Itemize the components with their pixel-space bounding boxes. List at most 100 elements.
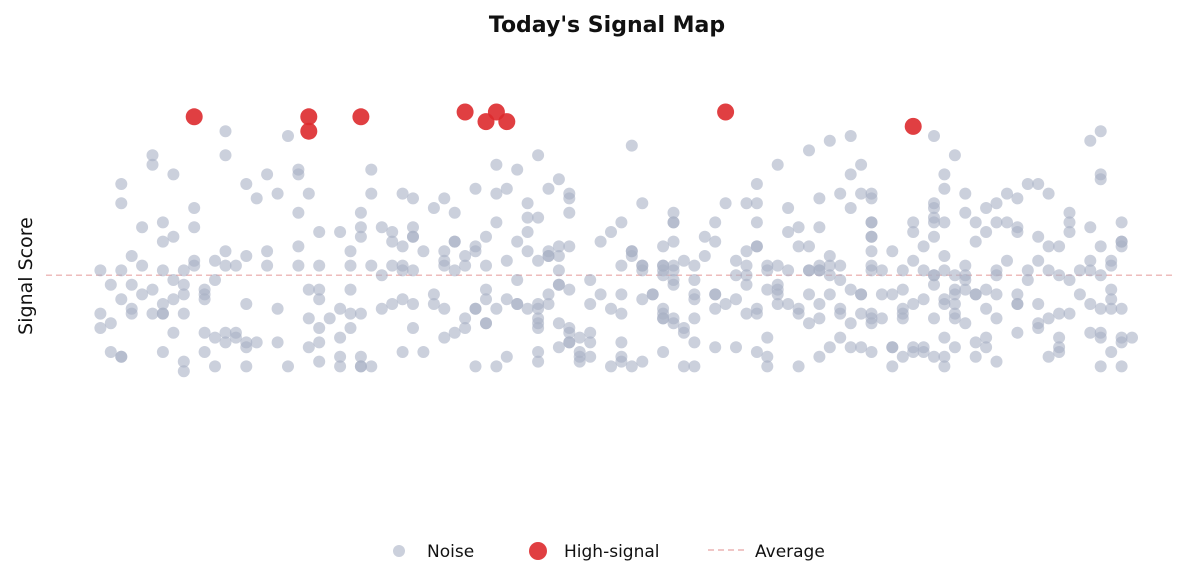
noise-point	[323, 312, 336, 325]
noise-point	[969, 216, 982, 229]
noise-point	[1105, 259, 1118, 272]
noise-point	[448, 264, 461, 277]
noise-point	[803, 317, 815, 330]
noise-point	[334, 350, 347, 363]
noise-point	[709, 302, 722, 315]
noise-point	[156, 307, 169, 320]
noise-point	[209, 274, 221, 286]
noise-point	[177, 278, 190, 291]
noise-point	[980, 226, 993, 238]
noise-point	[938, 331, 951, 344]
noise-point	[552, 173, 565, 186]
noise-point	[688, 274, 701, 286]
legend-noise-label: Noise	[427, 542, 474, 562]
noise-point	[511, 163, 524, 176]
noise-point	[271, 302, 284, 315]
noise-point	[500, 254, 513, 267]
noise-point	[938, 250, 951, 262]
noise-point	[677, 326, 690, 339]
noise-point	[740, 307, 753, 320]
noise-point	[500, 182, 513, 195]
noise-point	[500, 293, 513, 306]
noise-point	[167, 168, 180, 181]
noise-point	[292, 206, 305, 219]
legend-average-label: Average	[755, 542, 825, 562]
noise-point	[959, 206, 972, 219]
noise-point	[396, 346, 409, 358]
noise-point	[823, 259, 836, 272]
noise-point	[605, 302, 617, 315]
noise-point	[750, 346, 763, 358]
noise-point	[615, 216, 628, 229]
noise-point	[719, 197, 732, 210]
noise-point	[1063, 206, 1076, 219]
noise-point	[136, 259, 149, 272]
noise-point	[823, 250, 836, 262]
noise-point	[948, 149, 961, 162]
noise-point	[844, 130, 857, 142]
noise-point	[677, 254, 690, 267]
noise-point	[917, 346, 930, 358]
noise-point	[459, 250, 472, 262]
noise-point	[240, 250, 253, 262]
noise-point	[688, 360, 701, 373]
noise-point	[1115, 302, 1128, 315]
noise-point	[240, 178, 253, 190]
noise-point	[167, 230, 180, 243]
noise-point	[646, 288, 659, 301]
noise-point	[865, 264, 878, 277]
noise-point	[146, 307, 159, 320]
noise-point	[948, 341, 961, 354]
noise-point	[980, 331, 993, 344]
noise-point	[438, 302, 451, 315]
noise-point	[667, 235, 680, 248]
noise-point	[480, 230, 492, 243]
noise-point	[990, 312, 1003, 325]
noise-point	[657, 307, 670, 320]
noise-point	[344, 245, 357, 258]
noise-point	[521, 226, 534, 238]
noise-point	[855, 307, 868, 320]
noise-point	[552, 341, 565, 354]
noise-point	[177, 288, 190, 301]
noise-point	[1073, 264, 1086, 277]
noise-point	[104, 317, 117, 330]
noise-point	[156, 298, 169, 310]
noise-point	[427, 298, 440, 310]
noise-point	[792, 360, 805, 373]
noise-point	[292, 168, 305, 181]
noise-point	[375, 221, 388, 234]
noise-point	[855, 158, 868, 171]
noise-point	[532, 298, 545, 310]
noise-point	[896, 283, 909, 296]
noise-point	[532, 211, 545, 224]
noise-point	[240, 360, 253, 373]
noise-point	[542, 250, 555, 262]
noise-point	[667, 274, 680, 286]
noise-point	[1094, 360, 1107, 373]
noise-point	[146, 149, 159, 162]
noise-point	[459, 322, 472, 334]
noise-point	[625, 360, 638, 373]
noise-point	[115, 197, 128, 210]
noise-point	[1042, 187, 1055, 200]
noise-point	[886, 288, 899, 301]
noise-point	[803, 288, 815, 301]
noise-point	[1021, 178, 1034, 190]
noise-point	[823, 269, 836, 282]
noise-point	[490, 187, 503, 200]
noise-point	[969, 235, 982, 248]
noise-point	[250, 192, 263, 205]
noise-point	[584, 298, 597, 310]
noise-point	[928, 130, 940, 142]
noise-point	[625, 139, 638, 152]
noise-point	[344, 322, 357, 334]
noise-point	[750, 216, 763, 229]
noise-point	[844, 283, 857, 296]
noise-point	[198, 293, 211, 306]
noise-point	[730, 293, 742, 306]
noise-point	[896, 350, 909, 363]
noise-point	[156, 216, 169, 229]
noise-point	[115, 350, 128, 363]
noise-point	[938, 216, 951, 229]
